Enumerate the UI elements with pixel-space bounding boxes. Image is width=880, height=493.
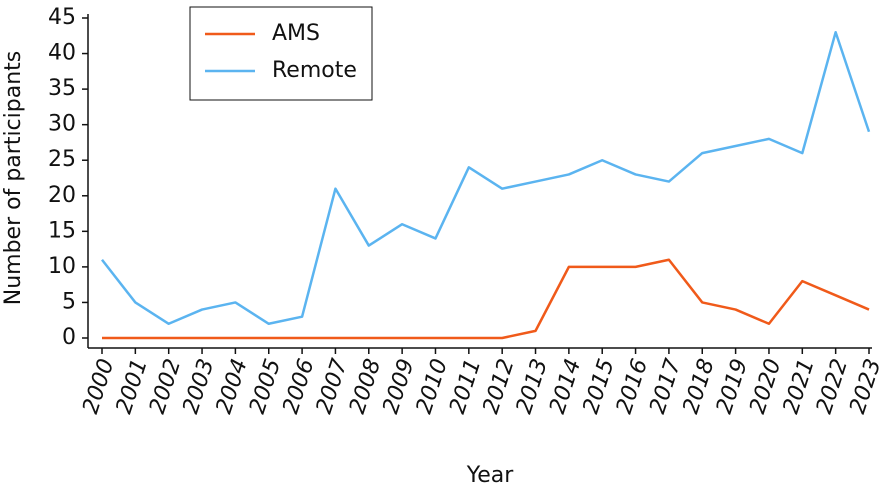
legend-box — [189, 6, 373, 101]
y-tick-label: 35 — [48, 76, 76, 101]
y-axis-label: Number of participants — [1, 51, 26, 305]
y-tick-label: 30 — [48, 112, 76, 137]
line-series — [101, 30, 871, 326]
legend-label: AMS — [272, 21, 320, 46]
y-tick-label: 10 — [48, 254, 76, 279]
y-tick-label: 5 — [62, 289, 76, 314]
y-tick-label: 45 — [48, 5, 76, 30]
y-tick-label: 20 — [48, 183, 76, 208]
y-tick-label: 15 — [48, 218, 76, 243]
line-series — [102, 258, 870, 340]
legend-label: Remote — [272, 58, 357, 83]
y-tick-label: 0 — [62, 325, 76, 350]
y-tick-label: 25 — [48, 147, 76, 172]
y-tick-label: 40 — [48, 41, 76, 66]
x-axis-label: Year — [466, 463, 515, 488]
